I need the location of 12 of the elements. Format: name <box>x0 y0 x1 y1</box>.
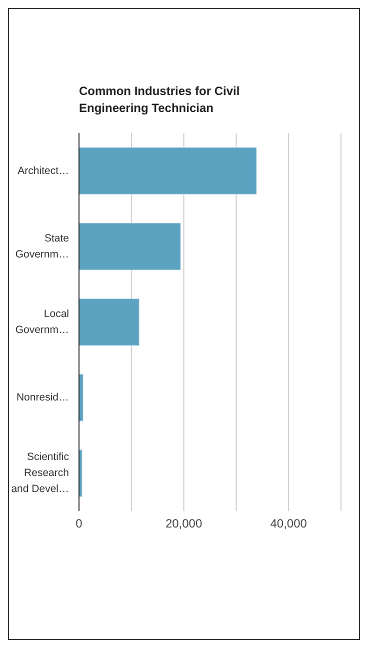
x-tick-label: 0 <box>76 516 83 531</box>
x-tick-label: 20,000 <box>165 516 202 531</box>
bar <box>79 298 140 346</box>
bar <box>79 222 182 270</box>
x-tick-label: 40,000 <box>270 516 308 531</box>
y-tick-label: Local Governm… <box>15 308 69 336</box>
y-tick-label: State Governm… <box>15 232 70 260</box>
y-tick-label: Architect… <box>18 164 69 177</box>
bar <box>79 146 258 195</box>
y-tick-label: Nonresid… <box>16 392 69 404</box>
y-tick-label: Scientific Research and Devel… <box>11 451 70 496</box>
chart-title: Common Industries for Civil Engineering Technician <box>79 83 241 117</box>
